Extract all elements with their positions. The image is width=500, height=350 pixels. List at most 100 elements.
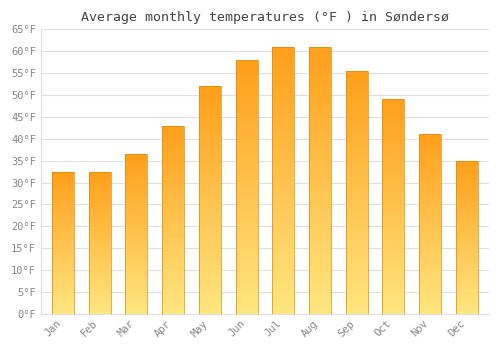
Bar [162,280,184,282]
Bar [199,173,221,175]
Bar [52,261,74,262]
Bar [126,261,148,262]
Bar [88,251,110,253]
Bar [309,199,331,202]
Bar [309,116,331,119]
Bar [456,265,478,266]
Bar [419,170,441,172]
Bar [346,246,368,248]
Bar [346,149,368,151]
Bar [272,90,294,92]
Bar [346,110,368,112]
Bar [199,152,221,154]
Bar [52,198,74,200]
Bar [88,265,110,267]
Bar [272,143,294,146]
Bar [382,292,404,294]
Bar [236,91,258,93]
Bar [88,236,110,237]
Bar [199,261,221,264]
Bar [346,76,368,78]
Bar [52,186,74,187]
Bar [236,60,258,63]
Bar [236,106,258,108]
Bar [199,105,221,107]
Bar [382,312,404,314]
Bar [272,170,294,172]
Bar [52,295,74,297]
Bar [162,218,184,220]
Bar [162,293,184,295]
Bar [88,174,110,176]
Bar [346,306,368,309]
Bar [236,210,258,212]
Bar [88,210,110,211]
Bar [126,269,148,271]
Bar [88,294,110,295]
Bar [162,282,184,284]
Bar [272,84,294,87]
Bar [309,241,331,244]
Bar [88,187,110,189]
Bar [52,245,74,247]
Bar [456,272,478,274]
Bar [346,226,368,229]
Bar [309,276,331,279]
Bar [162,216,184,218]
Bar [126,264,148,266]
Bar [309,268,331,271]
Bar [456,199,478,201]
Bar [346,115,368,117]
Bar [419,213,441,215]
Bar [272,226,294,228]
Bar [52,187,74,189]
Bar [419,305,441,307]
Bar [52,191,74,193]
Bar [236,273,258,276]
Bar [456,274,478,275]
Bar [309,218,331,220]
Bar [52,209,74,210]
Bar [236,78,258,80]
Bar [346,289,368,292]
Bar [382,202,404,204]
Bar [52,277,74,278]
Bar [456,280,478,281]
Bar [419,258,441,260]
Bar [126,271,148,272]
Bar [236,220,258,222]
Bar [88,213,110,214]
Bar [199,145,221,148]
Bar [88,311,110,312]
Bar [126,282,148,284]
Bar [346,136,368,139]
Bar [382,243,404,245]
Bar [52,301,74,302]
Bar [126,172,148,173]
Bar [309,170,331,172]
Bar [52,305,74,307]
Bar [456,242,478,243]
Bar [272,287,294,290]
Bar [126,255,148,256]
Bar [126,221,148,223]
Bar [456,185,478,187]
Bar [272,306,294,308]
Bar [236,228,258,230]
Bar [382,303,404,305]
Bar [162,233,184,235]
Bar [126,164,148,165]
Bar [162,265,184,267]
Bar [419,154,441,156]
Bar [236,167,258,169]
Bar [52,289,74,291]
Bar [456,245,478,246]
Bar [419,187,441,188]
Bar [52,200,74,201]
Bar [309,188,331,191]
Bar [52,243,74,244]
Bar [199,161,221,163]
Bar [52,265,74,267]
Bar [236,131,258,134]
Bar [382,162,404,164]
